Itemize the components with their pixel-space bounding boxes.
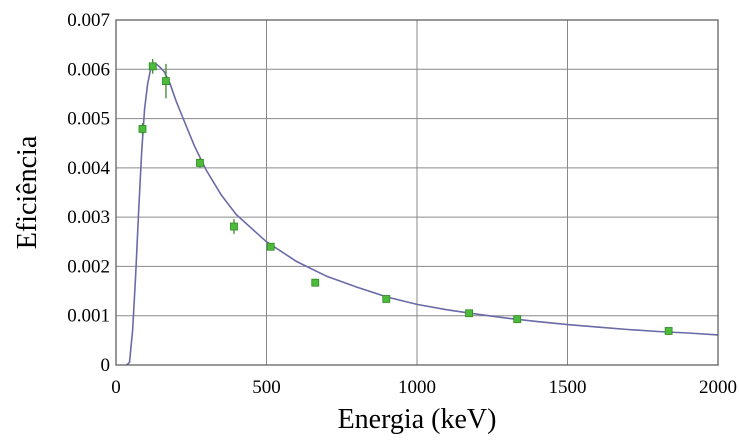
data-point-marker <box>513 315 522 324</box>
y-tick-label: 0.007 <box>67 10 110 31</box>
data-point-marker <box>196 159 204 167</box>
y-tick-label: 0.001 <box>67 306 110 327</box>
plot-frame <box>115 19 719 366</box>
x-tick-label: 0 <box>111 377 121 398</box>
y-tick-label: 0.004 <box>67 158 110 179</box>
data-point-marker <box>311 278 320 287</box>
data-point <box>138 123 147 135</box>
data-point-marker <box>382 295 391 303</box>
data-point <box>311 278 320 287</box>
data-point <box>230 219 238 234</box>
fit-curve <box>125 63 719 366</box>
data-point-marker <box>162 77 170 86</box>
data-point <box>196 158 204 168</box>
data-point-marker <box>138 125 147 133</box>
data-point-marker <box>266 242 275 251</box>
y-tick-label: 0.006 <box>67 59 110 80</box>
y-tick-labels: 0 0.001 0.002 0.003 0.004 0.005 0.006 0.007 <box>67 10 110 376</box>
y-tick-label: 0.003 <box>67 207 110 228</box>
data-points-group <box>138 58 673 335</box>
y-tick-label: 0.002 <box>67 256 110 277</box>
fit-curve-group <box>125 63 719 366</box>
x-tick-label: 1500 <box>549 377 587 398</box>
x-tick-label: 2000 <box>699 377 737 398</box>
data-point <box>465 309 473 318</box>
data-point <box>664 327 673 335</box>
data-point-marker <box>465 309 473 318</box>
data-point <box>162 63 170 99</box>
x-tick-label: 1000 <box>398 377 436 398</box>
x-tick-label: 500 <box>252 377 281 398</box>
data-point-marker <box>148 62 157 71</box>
y-tick-label: 0 <box>101 355 111 376</box>
y-axis-label: Eficiência <box>12 135 43 249</box>
data-point-marker <box>664 327 673 335</box>
data-point <box>382 295 391 303</box>
grid <box>116 20 718 365</box>
y-tick-label: 0.005 <box>67 109 110 130</box>
data-point <box>148 58 157 74</box>
data-point-marker <box>230 222 238 231</box>
data-point <box>513 315 522 324</box>
x-tick-labels: 0 500 1000 1500 2000 <box>111 377 737 398</box>
x-axis-label: Energia (keV) <box>338 404 497 435</box>
data-point <box>266 242 275 251</box>
